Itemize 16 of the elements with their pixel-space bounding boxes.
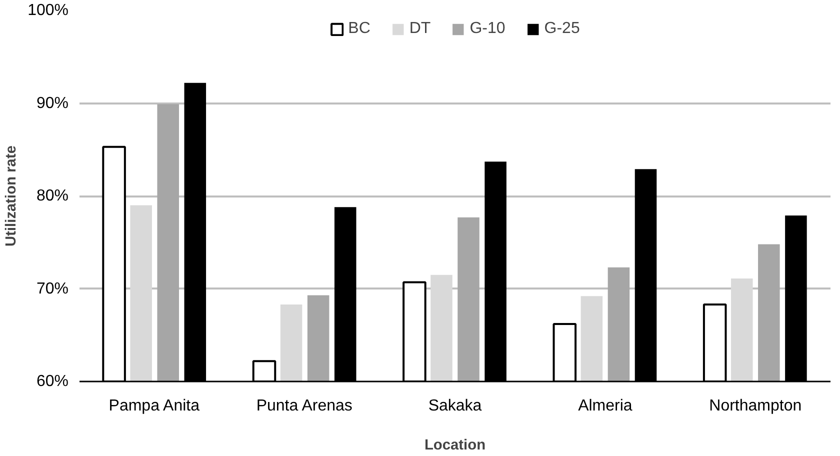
- x-tick-label: Sakaka: [428, 398, 482, 414]
- legend-label: DT: [409, 20, 431, 38]
- y-tick-label: 70%: [36, 280, 69, 298]
- y-tick-label: 80%: [36, 188, 69, 204]
- y-axis-title: Utilization rate: [4, 146, 20, 246]
- legend-label: BC: [348, 20, 370, 38]
- x-tick-label: Punta Arenas: [256, 398, 352, 414]
- x-tick-label: Almeria: [578, 398, 632, 414]
- legend-label: G-10: [470, 20, 506, 38]
- x-tick-label: Pampa Anita: [108, 398, 200, 414]
- y-tick-label: 90%: [36, 94, 69, 112]
- y-tick-label: 60%: [36, 373, 69, 390]
- y-tick-label: 100%: [28, 2, 68, 19]
- legend-label: G-25: [544, 20, 580, 38]
- x-tick-label: Northampton: [709, 398, 802, 414]
- x-axis-title: Location: [424, 438, 486, 454]
